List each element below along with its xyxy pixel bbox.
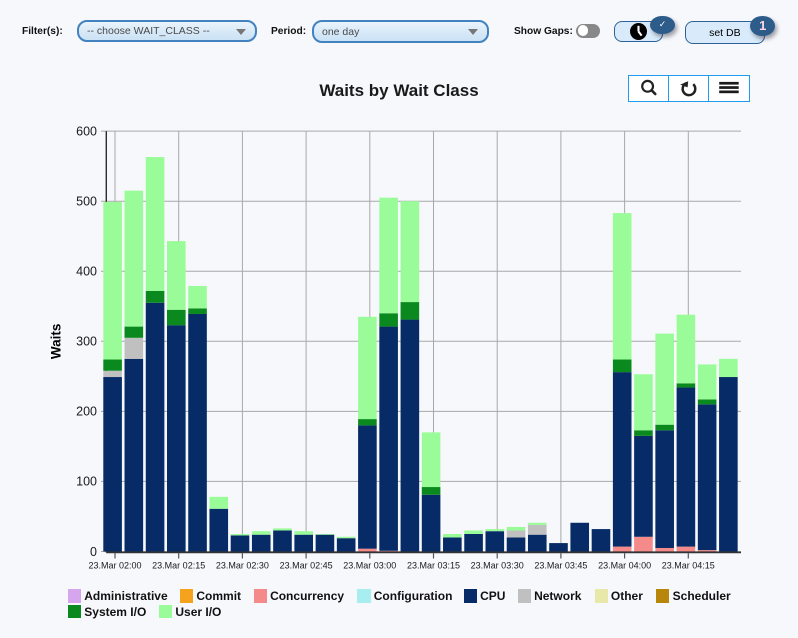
svg-text:23.Mar 04:00: 23.Mar 04:00 <box>598 561 651 571</box>
svg-text:600: 600 <box>76 124 97 138</box>
svg-text:23.Mar 03:00: 23.Mar 03:00 <box>343 561 396 571</box>
svg-text:23.Mar 02:15: 23.Mar 02:15 <box>152 561 205 571</box>
svg-text:Waits: Waits <box>49 324 64 360</box>
svg-text:23.Mar 02:30: 23.Mar 02:30 <box>216 561 269 571</box>
svg-text:300: 300 <box>76 335 97 349</box>
svg-text:100: 100 <box>76 475 97 489</box>
svg-text:23.Mar 03:45: 23.Mar 03:45 <box>534 561 587 571</box>
svg-text:23.Mar 03:30: 23.Mar 03:30 <box>471 561 524 571</box>
svg-text:23.Mar 04:15: 23.Mar 04:15 <box>662 561 715 571</box>
svg-text:23.Mar 03:15: 23.Mar 03:15 <box>407 561 460 571</box>
svg-text:400: 400 <box>76 265 97 279</box>
svg-text:23.Mar 02:45: 23.Mar 02:45 <box>280 561 333 571</box>
svg-text:200: 200 <box>76 405 97 419</box>
svg-text:500: 500 <box>76 195 97 209</box>
svg-text:23.Mar 02:00: 23.Mar 02:00 <box>88 561 141 571</box>
svg-text:0: 0 <box>90 545 97 559</box>
